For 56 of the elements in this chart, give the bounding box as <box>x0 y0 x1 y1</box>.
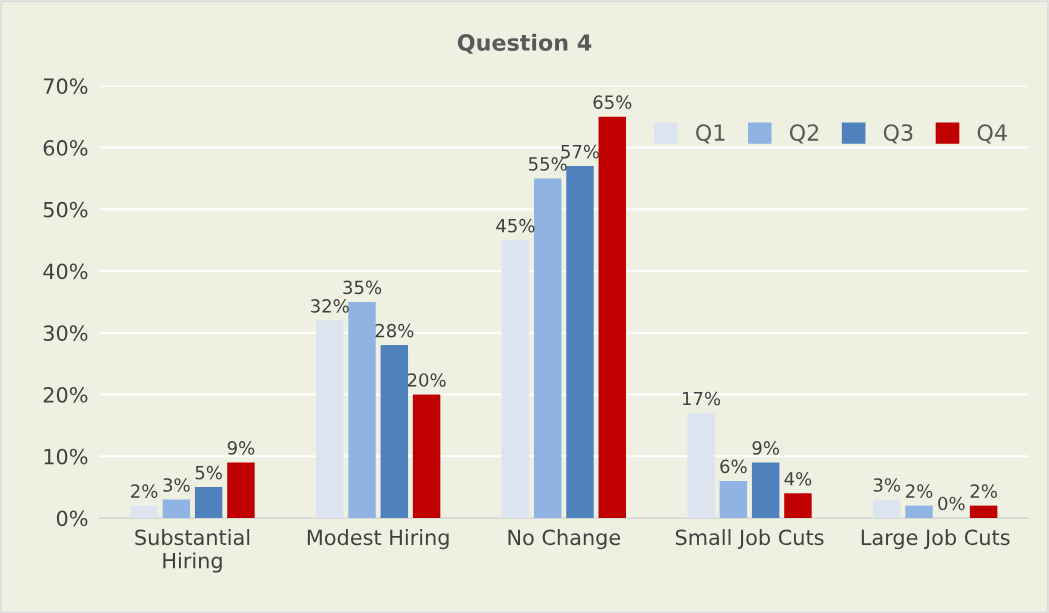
bar <box>566 166 594 518</box>
data-label: 65% <box>593 95 632 110</box>
bar <box>719 480 748 518</box>
y-tick-label: 10% <box>44 448 88 465</box>
bar <box>751 462 780 518</box>
bar <box>348 301 376 518</box>
x-tick-label: Modest Hiring <box>307 529 449 550</box>
data-label: 28% <box>375 323 414 338</box>
bar <box>687 413 715 518</box>
bar <box>969 505 998 518</box>
legend-label: Q4 <box>977 124 1007 144</box>
data-label: 2% <box>131 484 158 498</box>
bar <box>227 462 255 518</box>
bar <box>598 116 626 518</box>
bar <box>380 345 409 518</box>
legend-label: Q3 <box>883 124 913 144</box>
bar <box>501 240 530 518</box>
x-tick-label: Substantial Hiring <box>135 529 250 573</box>
data-label: 0% <box>938 496 965 511</box>
data-label: 5% <box>195 465 222 480</box>
x-tick-label: Small Job Cuts <box>675 529 824 550</box>
bar <box>784 493 812 518</box>
bar <box>194 487 223 518</box>
bar <box>905 505 933 518</box>
y-tick-label: 20% <box>43 386 88 403</box>
chart-title: Question 4 <box>457 33 592 54</box>
data-label: 20% <box>407 373 446 387</box>
data-label: 9% <box>752 441 779 455</box>
data-label: 3% <box>163 478 190 492</box>
y-tick-label: 70% <box>43 78 88 95</box>
data-label: 35% <box>343 280 382 295</box>
bar <box>412 394 441 518</box>
bar <box>533 178 562 518</box>
data-label: 45% <box>496 218 535 233</box>
bar <box>873 499 901 518</box>
bar <box>130 505 158 518</box>
data-label: 17% <box>682 391 721 406</box>
data-label: 6% <box>720 459 747 474</box>
x-tick-label: No Change <box>508 529 621 550</box>
data-label: 2% <box>906 484 933 498</box>
data-label: 9% <box>227 441 255 455</box>
y-tick-label: 50% <box>43 201 88 218</box>
y-tick-label: 60% <box>43 140 88 156</box>
y-tick-label: 40% <box>43 263 88 280</box>
y-tick-label: 30% <box>43 325 88 341</box>
bar <box>162 499 191 518</box>
legend-label: Q2 <box>789 124 819 144</box>
y-tick-label: 0% <box>56 510 88 527</box>
data-label: 3% <box>873 478 901 492</box>
x-tick-label: Large Job Cuts <box>861 529 1010 550</box>
data-label: 55% <box>529 157 567 171</box>
data-label: 32% <box>311 299 349 313</box>
bar <box>316 320 344 518</box>
legend-label: Q1 <box>696 124 725 144</box>
data-label: 4% <box>784 471 812 486</box>
data-label: 2% <box>970 484 997 498</box>
